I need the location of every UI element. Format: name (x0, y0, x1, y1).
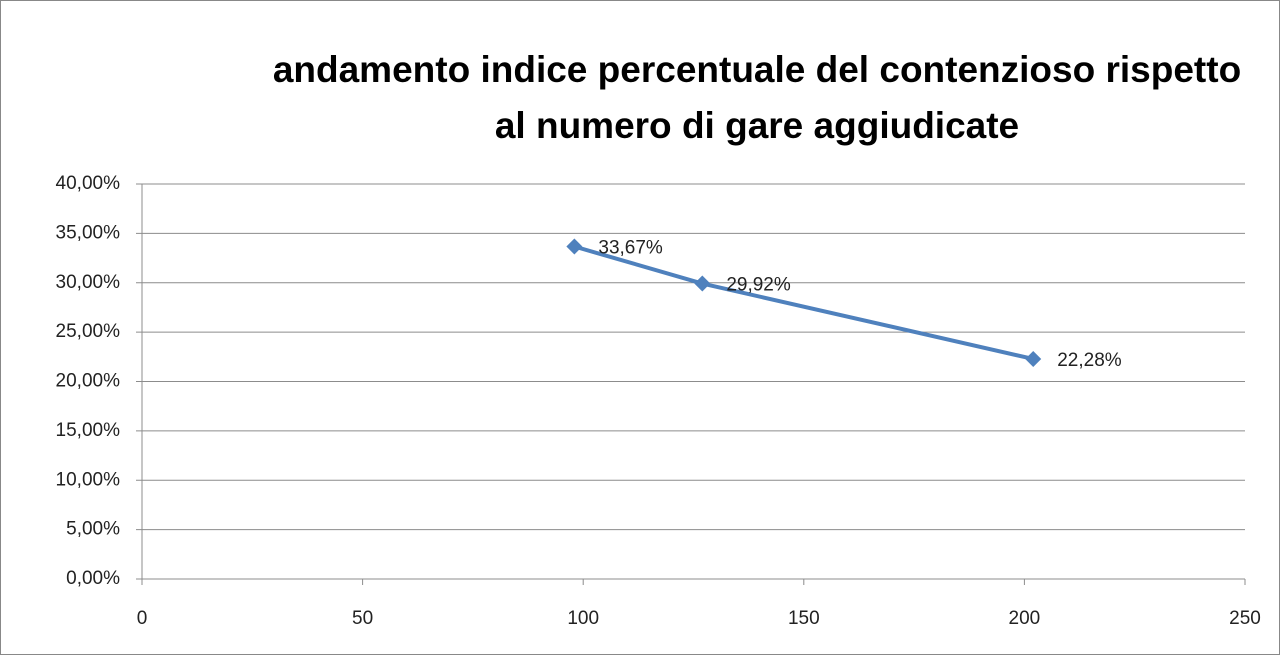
y-tick-label: 40,00% (56, 173, 121, 194)
x-tick-label: 250 (1229, 608, 1261, 629)
x-tick-label: 100 (567, 608, 599, 629)
data-label: 22,28% (1057, 350, 1122, 371)
y-tick-label: 0,00% (66, 568, 120, 589)
data-point (694, 275, 711, 292)
data-label: 29,92% (726, 275, 791, 296)
y-tick-label: 20,00% (56, 371, 121, 392)
chart-title: andamento indice percentuale del contenz… (272, 49, 1242, 146)
y-tick-label: 15,00% (56, 420, 121, 441)
y-tick-label: 10,00% (56, 469, 121, 490)
data-label: 33,67% (598, 238, 663, 259)
x-tick-label: 200 (1009, 608, 1041, 629)
series-line (573, 244, 1034, 361)
data-point (566, 238, 583, 255)
y-tick-label: 30,00% (56, 272, 121, 293)
x-tick-label: 150 (788, 608, 820, 629)
x-tick-label: 0 (137, 608, 148, 629)
y-tick-label: 25,00% (56, 321, 121, 342)
x-tick-label: 50 (352, 608, 373, 629)
y-tick-label: 35,00% (56, 222, 121, 243)
y-tick-label: 5,00% (66, 519, 120, 540)
data-point (1025, 350, 1042, 367)
